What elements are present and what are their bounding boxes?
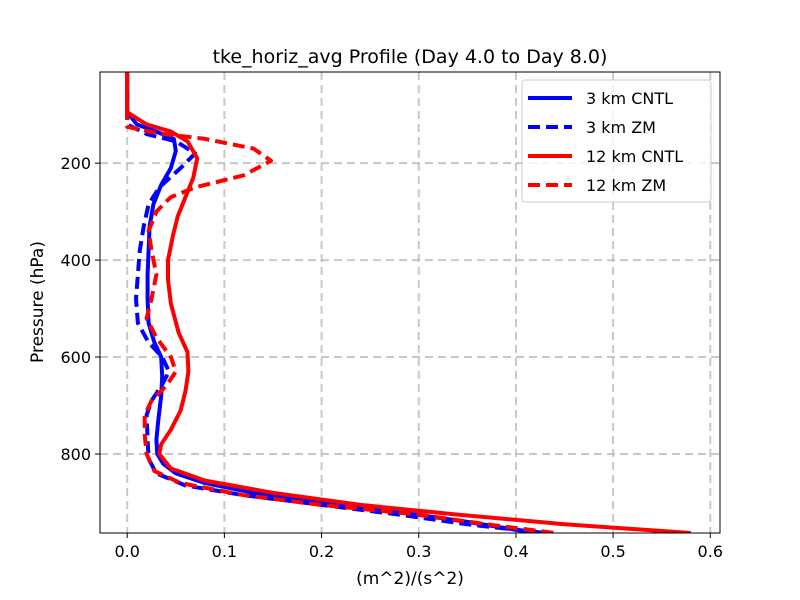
chart-title: tke_horiz_avg Profile (Day 4.0 to Day 8.…	[213, 46, 608, 68]
legend-box	[521, 79, 712, 203]
grid	[100, 72, 720, 533]
legend-label-4: 12 km ZM	[586, 176, 666, 195]
series-line-4	[125, 72, 556, 533]
legend-label-2: 3 km ZM	[586, 118, 656, 137]
axis-ticks: 0.0 0.1 0.2 0.3 0.4 0.5 0.6 200 400 600 800	[60, 154, 723, 561]
x-axis-label: (m^2)/(s^2)	[356, 569, 464, 589]
x-tick-label: 0.6	[698, 542, 723, 561]
y-tick-label: 600	[60, 348, 91, 367]
series-line-1	[125, 72, 536, 533]
series-line-2	[125, 72, 546, 533]
x-tick-label: 0.2	[309, 542, 334, 561]
y-tick-label: 400	[60, 251, 91, 270]
y-axis-label: Pressure (hPa)	[28, 241, 48, 363]
series-line-3	[125, 72, 691, 533]
x-tick-label: 0.5	[600, 542, 625, 561]
legend-label-1: 3 km CNTL	[586, 89, 673, 108]
y-tick-label: 800	[60, 445, 91, 464]
x-tick-label: 0.3	[406, 542, 431, 561]
x-tick-label: 0.4	[503, 542, 528, 561]
y-tick-label: 200	[60, 154, 91, 173]
x-tick-label: 0.1	[212, 542, 237, 561]
axes-frame	[99, 71, 721, 534]
x-tick-label: 0.0	[114, 542, 139, 561]
series-lines	[125, 72, 691, 533]
legend: 3 km CNTL 3 km ZM 12 km CNTL 12 km ZM	[521, 79, 712, 203]
legend-label-3: 12 km CNTL	[586, 147, 683, 166]
